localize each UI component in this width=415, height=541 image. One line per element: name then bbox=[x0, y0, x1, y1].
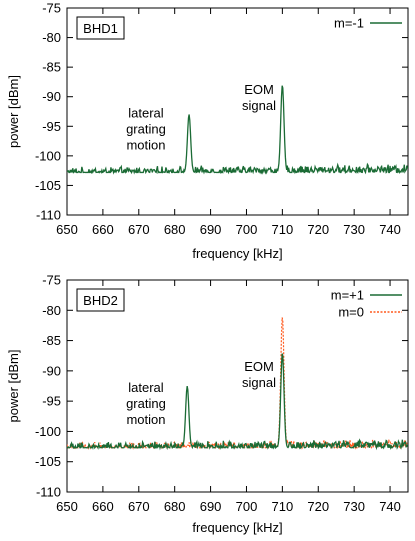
y-tick-label: -100 bbox=[35, 148, 61, 163]
annotation-line: signal bbox=[242, 98, 276, 113]
series-line-m-0 bbox=[67, 317, 408, 451]
annotation: EOM signal bbox=[242, 359, 276, 390]
x-axis-label: frequency [kHz] bbox=[192, 520, 282, 535]
annotation-line: lateral bbox=[128, 105, 164, 120]
x-tick-label: 700 bbox=[236, 222, 258, 237]
x-tick-label: 660 bbox=[92, 222, 114, 237]
y-tick-label: -90 bbox=[42, 89, 61, 104]
panel-label-box bbox=[76, 16, 125, 40]
y-tick-label: -85 bbox=[42, 60, 61, 75]
x-tick-label: 690 bbox=[200, 499, 222, 514]
annotation-line: motion bbox=[126, 137, 165, 152]
legend-label: m=+1 bbox=[331, 288, 364, 303]
y-tick-label: -110 bbox=[36, 208, 61, 223]
annotation-line: signal bbox=[242, 375, 276, 390]
series-line-m-1 bbox=[67, 353, 408, 451]
panel-label-box bbox=[76, 288, 125, 312]
panel-label: BHD2 bbox=[83, 293, 118, 308]
y-tick-label: -110 bbox=[36, 485, 61, 500]
plot-frame bbox=[66, 279, 409, 493]
x-tick-label: 660 bbox=[92, 499, 114, 514]
annotation-line: grating bbox=[126, 121, 166, 136]
annotation: lateral grating motion bbox=[126, 380, 166, 427]
x-tick-label: 710 bbox=[272, 222, 294, 237]
x-tick-label: 710 bbox=[272, 499, 294, 514]
y-axis-label: power [dBm] bbox=[6, 350, 21, 423]
annotation-line: EOM bbox=[244, 359, 274, 374]
y-tick-label: -80 bbox=[42, 303, 61, 318]
y-tick-label: -95 bbox=[42, 394, 61, 409]
annotation-line: motion bbox=[126, 412, 165, 427]
x-tick-label: 740 bbox=[379, 499, 401, 514]
y-tick-label: -85 bbox=[42, 333, 61, 348]
x-tick-label: 680 bbox=[164, 222, 186, 237]
x-tick-label: 650 bbox=[56, 222, 78, 237]
y-tick-label: -105 bbox=[35, 454, 61, 469]
y-axis-label: power [dBm] bbox=[6, 75, 21, 148]
y-tick-label: -100 bbox=[35, 424, 61, 439]
x-tick-label: 720 bbox=[307, 222, 329, 237]
y-tick-label: -75 bbox=[42, 1, 61, 16]
chart-panel-1: 650 660 670 680 690 700 710 720 730 740 -75 -80 -85 -… bbox=[6, 1, 409, 261]
annotation: lateral grating motion bbox=[126, 105, 166, 152]
y-tick-label: -95 bbox=[42, 119, 61, 134]
x-tick-label: 740 bbox=[379, 222, 401, 237]
annotation-line: grating bbox=[126, 396, 166, 411]
annotation-line: EOM bbox=[244, 82, 274, 97]
series-line-m-1 bbox=[67, 85, 408, 175]
x-tick-label: 730 bbox=[343, 499, 365, 514]
annotation-line: lateral bbox=[128, 380, 164, 395]
legend-label: m=-1 bbox=[334, 16, 364, 31]
panel-label: BHD1 bbox=[83, 21, 118, 36]
annotation: EOM signal bbox=[242, 82, 276, 113]
x-axis-label: frequency [kHz] bbox=[192, 246, 282, 261]
y-tick-label: -75 bbox=[42, 273, 61, 288]
x-tick-label: 670 bbox=[128, 499, 150, 514]
x-tick-label: 680 bbox=[164, 499, 186, 514]
plot-frame bbox=[66, 7, 409, 216]
x-tick-label: 700 bbox=[236, 499, 258, 514]
x-tick-label: 650 bbox=[56, 499, 78, 514]
x-tick-label: 720 bbox=[307, 499, 329, 514]
x-tick-label: 670 bbox=[128, 222, 150, 237]
y-tick-label: -80 bbox=[42, 30, 61, 45]
x-tick-label: 690 bbox=[200, 222, 222, 237]
y-tick-label: -90 bbox=[42, 363, 61, 378]
legend-label: m=0 bbox=[338, 305, 364, 320]
y-tick-label: -105 bbox=[35, 178, 61, 193]
x-tick-label: 730 bbox=[343, 222, 365, 237]
chart-panel-2: 650 660 670 680 690 700 710 720 730 740 -75 -80 -85 -… bbox=[6, 273, 409, 535]
